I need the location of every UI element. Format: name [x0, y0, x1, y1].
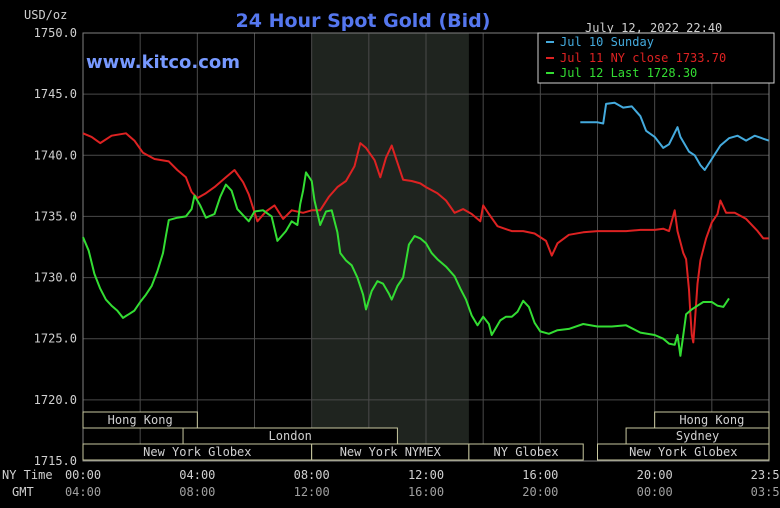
- legend-entry-jul12: Jul 12 Last 1728.30: [560, 66, 697, 80]
- x-tick-label-gmt: 16:00: [408, 485, 444, 499]
- series-line-0: [580, 101, 770, 171]
- x-tick-label-ny: 16:00: [522, 468, 558, 482]
- y-tick-label: 1715.0: [34, 454, 77, 468]
- y-tick-label: 1725.0: [34, 332, 77, 346]
- x-tick-label-ny: 00:00: [65, 468, 101, 482]
- x-tick-label-gmt: 03:59: [751, 485, 780, 499]
- x-tick-label-gmt: 00:00: [637, 485, 673, 499]
- price-series: [82, 101, 770, 357]
- series-line-2: [82, 171, 730, 357]
- x-tick-label-gmt: 08:00: [179, 485, 215, 499]
- y-tick-label: 1735.0: [34, 209, 77, 223]
- y-tick-label: 1740.0: [34, 148, 77, 162]
- session-label: New York NYMEX: [340, 445, 442, 459]
- y-axis-ticks: 1750.0 1745.0 1740.0 1735.0 1730.0 1725.0 1720…: [34, 26, 77, 468]
- legend: Jul 10 Sunday Jul 11 NY close 1733.70 Ju…: [537, 32, 775, 84]
- watermark-text: www.kitco.com: [86, 52, 240, 73]
- legend-entry-jul10: Jul 10 Sunday: [560, 35, 654, 49]
- session-label: Sydney: [676, 429, 719, 443]
- session-box: [82, 411, 198, 429]
- y-tick-label: 1720.0: [34, 393, 77, 407]
- gmt-row-label: GMT: [12, 485, 34, 499]
- x-tick-label-gmt: 12:00: [294, 485, 330, 499]
- ny-time-row-label: NY Time: [2, 468, 53, 482]
- session-label: Hong Kong: [679, 413, 744, 427]
- x-axis-ticks: 00:00 04:00 04:00 08:00 08:00 12:00 12:00 16:00…: [65, 468, 780, 499]
- session-label: New York Globex: [629, 445, 737, 459]
- session-label: Hong Kong: [108, 413, 173, 427]
- x-tick-label-gmt: 20:00: [522, 485, 558, 499]
- session-box: [597, 443, 770, 461]
- y-tick-label: 1750.0: [34, 26, 77, 40]
- nymex-shade-rect: [311, 33, 469, 461]
- legend-entry-jul11: Jul 11 NY close 1733.70: [560, 51, 726, 65]
- y-tick-label: 1730.0: [34, 271, 77, 285]
- y-tick-label: 1745.0: [34, 87, 77, 101]
- chart-grid: [82, 32, 770, 462]
- trading-sessions: Hong Kong Hong Kong London Sydney New York G…: [82, 411, 770, 461]
- x-tick-label-ny: 23:59: [751, 468, 780, 482]
- x-tick-label-ny: 20:00: [637, 468, 673, 482]
- x-tick-label-ny: 12:00: [408, 468, 444, 482]
- session-label: NY Globex: [494, 445, 559, 459]
- nymex-shaded-region: [311, 33, 469, 461]
- plot-frame: [82, 32, 770, 462]
- legend-box: [537, 32, 775, 84]
- x-tick-label-gmt: 04:00: [65, 485, 101, 499]
- series-line-1: [82, 132, 769, 344]
- session-label: New York Globex: [143, 445, 251, 459]
- chart-title: 24 Hour Spot Gold (Bid): [236, 10, 491, 32]
- x-tick-label-ny: 08:00: [294, 468, 330, 482]
- chart-timestamp: July 12, 2022 22:40: [585, 21, 722, 35]
- y-axis-unit-label: USD/oz: [24, 8, 67, 22]
- x-tick-label-ny: 04:00: [179, 468, 215, 482]
- session-box: [468, 443, 584, 461]
- session-label: London: [269, 429, 312, 443]
